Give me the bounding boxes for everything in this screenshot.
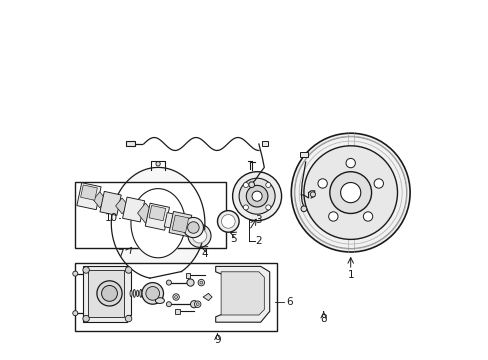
Polygon shape <box>149 206 165 221</box>
Circle shape <box>232 172 281 221</box>
Circle shape <box>303 146 397 239</box>
Polygon shape <box>93 192 106 208</box>
Circle shape <box>248 182 254 188</box>
Text: 1: 1 <box>346 270 353 280</box>
Polygon shape <box>215 266 269 322</box>
Circle shape <box>196 303 199 306</box>
Ellipse shape <box>136 290 139 297</box>
Polygon shape <box>145 203 169 230</box>
Circle shape <box>200 281 203 284</box>
Circle shape <box>301 206 306 212</box>
Circle shape <box>183 217 203 238</box>
Circle shape <box>221 215 235 228</box>
Polygon shape <box>169 211 191 237</box>
Circle shape <box>265 205 270 210</box>
Polygon shape <box>77 183 101 210</box>
Bar <box>75 182 226 248</box>
Polygon shape <box>186 273 190 278</box>
Polygon shape <box>88 270 123 317</box>
Text: 4: 4 <box>201 249 208 259</box>
Circle shape <box>239 178 275 214</box>
Circle shape <box>310 192 315 197</box>
Circle shape <box>265 183 270 188</box>
Ellipse shape <box>130 290 132 297</box>
Polygon shape <box>172 215 188 233</box>
Circle shape <box>363 212 372 221</box>
Circle shape <box>192 229 206 243</box>
Circle shape <box>243 205 248 210</box>
Circle shape <box>125 315 132 322</box>
Text: 10: 10 <box>104 213 118 223</box>
Polygon shape <box>221 272 264 315</box>
Polygon shape <box>131 189 185 258</box>
Circle shape <box>217 211 239 232</box>
Bar <box>75 263 276 331</box>
Polygon shape <box>115 198 128 214</box>
Text: 9: 9 <box>214 335 221 345</box>
Polygon shape <box>164 213 173 228</box>
Polygon shape <box>137 203 153 223</box>
Circle shape <box>145 287 159 300</box>
Circle shape <box>317 179 326 188</box>
Circle shape <box>190 301 197 308</box>
Circle shape <box>186 279 194 286</box>
Circle shape <box>73 311 78 316</box>
Polygon shape <box>203 293 212 301</box>
Text: 8: 8 <box>320 314 326 324</box>
Polygon shape <box>111 167 204 278</box>
Text: 3: 3 <box>254 215 261 225</box>
Circle shape <box>243 183 248 188</box>
Circle shape <box>82 315 89 322</box>
Circle shape <box>166 280 171 285</box>
Circle shape <box>125 267 132 273</box>
Circle shape <box>73 271 78 276</box>
Circle shape <box>102 285 117 301</box>
Circle shape <box>246 185 267 207</box>
Polygon shape <box>100 192 121 215</box>
Bar <box>261 141 268 146</box>
Circle shape <box>187 224 211 247</box>
Circle shape <box>340 183 360 203</box>
Circle shape <box>166 302 171 307</box>
Polygon shape <box>82 266 131 322</box>
Ellipse shape <box>142 290 145 297</box>
Circle shape <box>142 283 163 304</box>
Circle shape <box>291 133 409 252</box>
Circle shape <box>328 212 337 221</box>
Text: 5: 5 <box>230 234 237 244</box>
Bar <box>300 152 307 157</box>
Ellipse shape <box>133 289 135 297</box>
Bar <box>125 141 134 146</box>
Text: 7: 7 <box>117 249 123 259</box>
Circle shape <box>198 279 204 286</box>
Circle shape <box>251 191 262 201</box>
Circle shape <box>187 222 199 233</box>
Circle shape <box>156 162 160 166</box>
Polygon shape <box>81 185 97 200</box>
Circle shape <box>97 281 122 306</box>
Circle shape <box>174 296 177 298</box>
Circle shape <box>194 301 201 307</box>
Ellipse shape <box>146 289 148 297</box>
Circle shape <box>373 179 383 188</box>
Circle shape <box>346 158 355 168</box>
Polygon shape <box>122 197 144 222</box>
Polygon shape <box>175 309 179 314</box>
Text: 2: 2 <box>254 236 261 246</box>
Circle shape <box>82 267 89 273</box>
Ellipse shape <box>140 289 142 297</box>
Ellipse shape <box>155 298 164 303</box>
Circle shape <box>172 294 179 300</box>
Text: 6: 6 <box>285 297 292 307</box>
Circle shape <box>329 172 371 213</box>
